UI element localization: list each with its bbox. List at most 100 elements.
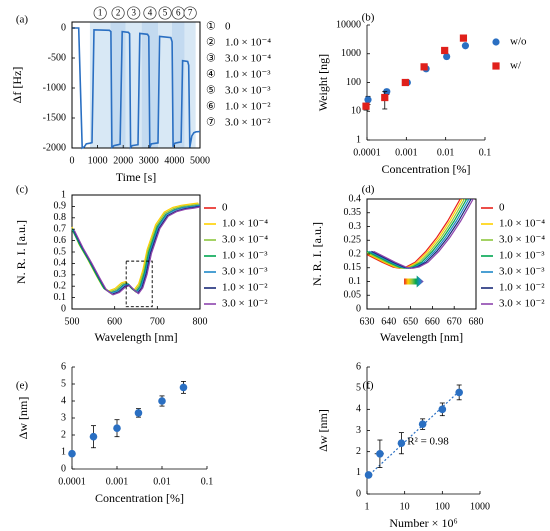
- x-tick-label: 680: [469, 316, 484, 327]
- panel-b: (b) 0.0001 0.001 0.01 0.1 1 10 100 1000 10000 Conc…: [316, 12, 527, 176]
- segment-marker-ring: [158, 6, 172, 20]
- key-label: 3.0 × 10⁻³: [225, 85, 271, 97]
- panel-c: (c) 0 1.0 × 10⁻⁴ 3.0 × 10⁻⁴ 1.0 × 10⁻³ 3.0 × …: [14, 184, 269, 344]
- key-label: 3.0 × 10⁻⁴: [225, 53, 271, 65]
- plot-frame: [71, 21, 201, 149]
- legend-label: 3.0 × 10⁻²: [499, 298, 545, 310]
- x-tick-label: 0.01: [437, 147, 455, 158]
- series-line: [71, 204, 201, 294]
- x-tick-label: 10: [400, 501, 410, 512]
- y-tick-label: 2: [356, 446, 361, 457]
- y-tick-label: 0.15: [344, 262, 362, 273]
- series-line: [367, 199, 466, 269]
- x-tick-label: 0.01: [153, 476, 171, 487]
- y-tick-label: -2000: [43, 142, 66, 153]
- data-point: [443, 52, 451, 61]
- legend-label: 3.0 × 10⁻³: [222, 266, 268, 278]
- data-point: [89, 432, 98, 441]
- legend-label: 1.0 × 10⁻⁴: [499, 218, 545, 230]
- shift-arrow: [404, 275, 424, 288]
- x-axis-label: Number × 10⁶: [389, 516, 457, 530]
- data-point: [401, 78, 409, 87]
- key-marker: ②: [206, 37, 216, 49]
- x-axis-label: Wavelength [nm]: [94, 330, 177, 344]
- key-marker: ④: [206, 69, 216, 81]
- legend-marker: [492, 38, 500, 46]
- series-line: [371, 199, 472, 269]
- legend-label: w/o: [510, 36, 527, 48]
- segment-marker: 6: [176, 8, 181, 18]
- data-point: [459, 34, 468, 42]
- series-line: [71, 203, 200, 293]
- segment-marker-ring: [143, 6, 157, 20]
- y-tick-label: 0.3: [54, 269, 67, 280]
- series-line: [368, 199, 470, 269]
- y-tick-label: 1: [356, 467, 361, 478]
- series-line: [74, 206, 201, 296]
- data-point: [418, 420, 427, 428]
- data-point: [68, 449, 76, 458]
- y-tick-label: 1: [61, 189, 66, 200]
- data-point: [179, 383, 188, 392]
- y-tick-label: 0.1: [54, 292, 67, 303]
- y-tick-label: -500: [48, 52, 66, 63]
- x-tick-label: 640: [381, 316, 396, 327]
- data-point: [376, 449, 384, 458]
- panel-label: (a): [16, 14, 29, 26]
- key-label: 1.0 × 10⁻³: [225, 69, 271, 81]
- y-tick-label: 0.4: [349, 193, 362, 204]
- shaded-band: [110, 22, 126, 148]
- x-tick-label: 670: [447, 316, 462, 327]
- x-tick-label: 1000: [88, 155, 108, 166]
- legend-label: 3.0 × 10⁻⁴: [222, 234, 268, 246]
- key-label: 3.0 × 10⁻²: [225, 117, 271, 129]
- segment-marker: 2: [116, 8, 121, 18]
- segment-marker-ring: [93, 6, 107, 20]
- x-tick-label: 660: [425, 316, 440, 327]
- x-tick-label: 5000: [190, 155, 210, 166]
- x-tick-label: 700: [150, 316, 165, 327]
- y-tick-label: 0.05: [344, 290, 362, 301]
- y-tick-label: -1000: [43, 82, 66, 93]
- y-tick-label: 0.7: [54, 223, 67, 234]
- data-point: [381, 93, 389, 102]
- y-axis-label: Δf [Hz]: [10, 67, 24, 104]
- y-tick-label: 0.2: [349, 248, 362, 259]
- y-tick-label: 0: [356, 488, 361, 499]
- y-tick-label: 3: [61, 412, 66, 423]
- legend-marker: [492, 62, 500, 70]
- legend-label: 1.0 × 10⁻²: [222, 282, 268, 294]
- x-tick-label: 800: [193, 316, 208, 327]
- y-tick-label: 1: [61, 446, 66, 457]
- series-line: [367, 199, 461, 269]
- x-axis-label: Wavelength [nm]: [380, 330, 463, 344]
- legend-label: 1.0 × 10⁻³: [222, 250, 268, 262]
- panel-label: (d): [362, 184, 375, 196]
- segment-marker-ring: [183, 6, 197, 20]
- x-tick-label: 100: [435, 501, 450, 512]
- data-point: [134, 409, 143, 417]
- x-tick-label: 2000: [113, 155, 133, 166]
- legend-label: 3.0 × 10⁻²: [222, 298, 268, 310]
- series-line: [73, 205, 201, 295]
- legend-label: 3.0 × 10⁻⁴: [499, 234, 545, 246]
- x-tick-label: 0.0001: [353, 147, 381, 158]
- y-tick-label: 1: [356, 134, 361, 145]
- panel-label: (c): [16, 184, 29, 196]
- series-line: [71, 202, 199, 292]
- segment-marker: 4: [148, 8, 153, 18]
- series-line: [72, 204, 201, 294]
- shaded-band: [184, 22, 196, 148]
- data-point: [113, 424, 121, 433]
- segment-marker: 1: [98, 8, 103, 18]
- segment-marker: 3: [131, 8, 136, 18]
- key-label: 0: [225, 21, 231, 33]
- y-tick-label: 0: [61, 22, 66, 33]
- zoom-box: [125, 260, 153, 308]
- x-tick-label: 500: [65, 316, 80, 327]
- y-tick-label: 6: [61, 361, 66, 372]
- key-marker: ⑤: [206, 85, 216, 97]
- legend-label: w/: [510, 60, 522, 72]
